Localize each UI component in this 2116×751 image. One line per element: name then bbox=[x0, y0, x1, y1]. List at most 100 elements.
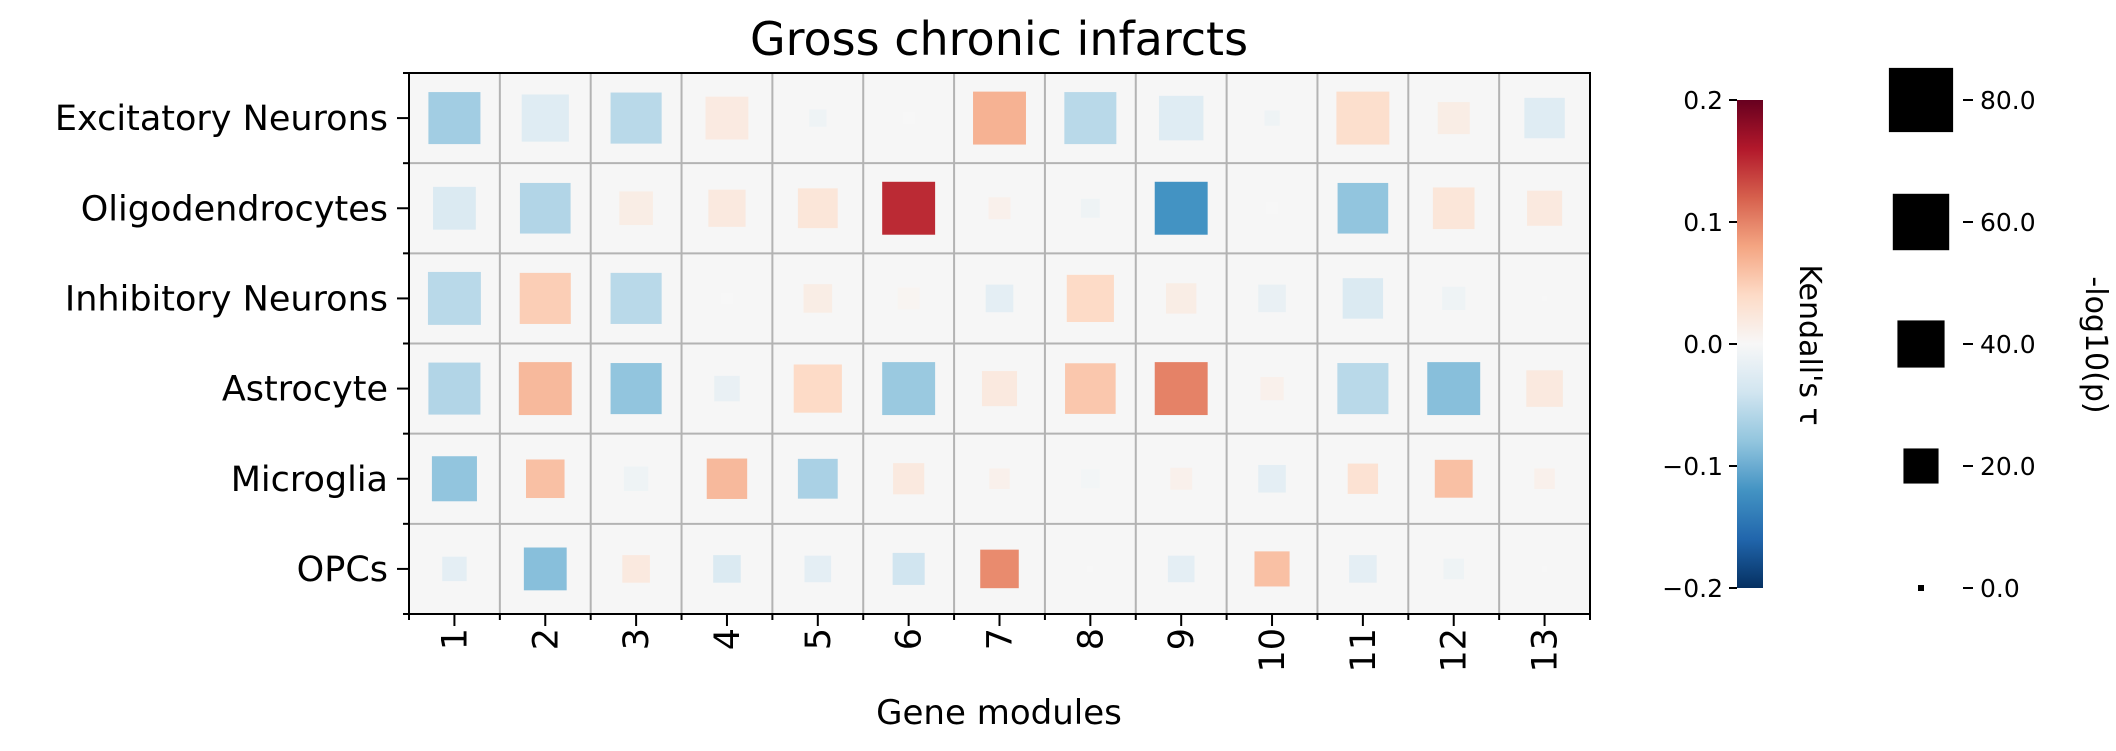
heatmap-cell bbox=[1258, 284, 1286, 313]
heatmap-cell bbox=[1066, 274, 1114, 322]
heatmap-cell bbox=[442, 556, 467, 582]
x-axis: 1 2 3 4 5 6 7 8 9 10 11 12 13 bbox=[408, 614, 1591, 673]
x-axis-label: Gene modules bbox=[876, 693, 1122, 733]
heatmap-cell bbox=[804, 555, 832, 583]
heatmap-cell bbox=[713, 555, 741, 583]
heatmap-cell bbox=[897, 287, 920, 310]
heatmap-cell bbox=[882, 181, 936, 235]
x-tick-label: 5 bbox=[799, 628, 839, 650]
heatmap-cell bbox=[1541, 295, 1548, 302]
heatmap-cell bbox=[610, 92, 662, 144]
heatmap-cell bbox=[1336, 91, 1390, 145]
heatmap-cell bbox=[428, 362, 481, 415]
heatmap-cell bbox=[610, 272, 662, 324]
heatmap-cell bbox=[1265, 201, 1279, 215]
heatmap-cell bbox=[980, 549, 1019, 589]
heatmap-cell bbox=[1254, 551, 1290, 587]
heatmap-cell bbox=[1526, 370, 1563, 407]
heatmap-cell bbox=[1154, 181, 1208, 235]
heatmap-cell bbox=[1166, 283, 1197, 314]
colorbar-label: Kendall's τ bbox=[1792, 264, 1827, 425]
heatmap-cell bbox=[619, 191, 653, 226]
y-tick-label: Microglia bbox=[231, 460, 388, 500]
y-tick-label: Astrocyte bbox=[222, 370, 388, 410]
size-legend: 80.0 60.0 40.0 20.0 0.0 bbox=[1888, 67, 2036, 603]
heatmap-cell bbox=[1349, 555, 1377, 583]
x-tick-label: 6 bbox=[890, 628, 930, 650]
colorbar-tick-label: −0.1 bbox=[1662, 452, 1723, 481]
heatmap-cell bbox=[1080, 469, 1100, 489]
heatmap-cell bbox=[893, 463, 925, 495]
size-legend-tick-label: 40.0 bbox=[1980, 330, 2036, 359]
heatmap-cell bbox=[1064, 92, 1117, 145]
x-tick-label: 9 bbox=[1162, 628, 1202, 650]
heatmap-cell bbox=[1154, 362, 1208, 416]
heatmap-cell bbox=[523, 547, 567, 591]
heatmap-cell bbox=[708, 189, 746, 227]
plot-area bbox=[408, 72, 1591, 615]
heatmap-cell bbox=[1260, 376, 1284, 401]
y-tick-label: Inhibitory Neurons bbox=[65, 279, 388, 319]
heatmap-cell bbox=[985, 284, 1014, 313]
y-axis: Excitatory Neurons Oligodendrocytes Inhibi… bbox=[55, 72, 409, 615]
colorbar-tick-label: 0.2 bbox=[1683, 86, 1723, 115]
colorbar-gradient bbox=[1737, 100, 1763, 588]
chart-title: Gross chronic infarcts bbox=[750, 12, 1248, 66]
x-tick-label: 11 bbox=[1344, 628, 1384, 673]
heatmap-cell bbox=[1337, 363, 1389, 415]
heatmap-cell bbox=[1087, 565, 1094, 572]
heatmap-cell bbox=[525, 459, 565, 499]
heatmap-cell bbox=[1342, 278, 1384, 319]
heatmap-cell bbox=[1434, 459, 1473, 498]
size-legend-tick-label: 60.0 bbox=[1980, 208, 2036, 237]
heatmap-cell bbox=[1264, 110, 1280, 126]
heatmap-cell bbox=[720, 292, 734, 305]
x-tick-label: 12 bbox=[1435, 628, 1475, 673]
size-legend-marker bbox=[1892, 193, 1950, 251]
heatmap-cell bbox=[1170, 467, 1193, 490]
heatmap-cell bbox=[521, 94, 569, 142]
x-tick-label: 8 bbox=[1071, 628, 1111, 650]
heatmap-cell bbox=[803, 284, 833, 313]
size-legend-marker bbox=[1918, 585, 1924, 591]
heatmap-cell bbox=[882, 362, 936, 416]
heatmap-cell bbox=[705, 96, 749, 140]
heatmap-cell bbox=[1167, 555, 1195, 583]
x-tick-label: 7 bbox=[981, 628, 1021, 650]
heatmap-cell bbox=[973, 91, 1026, 145]
heatmap-cell bbox=[1080, 198, 1100, 218]
heatmap-cell bbox=[1347, 463, 1379, 494]
heatmap-cell bbox=[431, 456, 477, 502]
heatmap-cell bbox=[1258, 464, 1286, 493]
heatmap-cell bbox=[981, 371, 1018, 407]
size-legend-tick-label: 80.0 bbox=[1980, 86, 2036, 115]
colorbar-tick-label: −0.2 bbox=[1662, 574, 1723, 603]
heatmap-cell bbox=[797, 188, 838, 229]
size-legend-tick-label: 0.0 bbox=[1980, 574, 2020, 603]
heatmap-cell bbox=[714, 375, 740, 402]
size-legend-marker bbox=[1888, 67, 1954, 133]
heatmap-cell bbox=[1065, 363, 1116, 414]
size-legend-marker bbox=[1903, 448, 1939, 484]
heatmap-cell bbox=[519, 272, 571, 324]
size-legend-label: -log10(p) bbox=[2078, 276, 2113, 413]
heatmap-cell bbox=[428, 92, 481, 145]
size-legend-tick-label: 20.0 bbox=[1980, 452, 2036, 481]
heatmap-cell bbox=[1337, 182, 1389, 234]
x-tick-label: 10 bbox=[1253, 628, 1293, 673]
heatmap-cell bbox=[706, 458, 748, 499]
heatmap-cell bbox=[427, 271, 481, 325]
heatmap-cell bbox=[1432, 187, 1475, 230]
colorbar-tick-label: 0.1 bbox=[1683, 208, 1723, 237]
heatmap-cell bbox=[1427, 362, 1481, 416]
heatmap-cell bbox=[433, 186, 476, 230]
y-tick-label: OPCs bbox=[297, 550, 388, 590]
heatmap-cell bbox=[1534, 468, 1555, 490]
heatmap-cell bbox=[622, 555, 650, 583]
heatmap-cell bbox=[1524, 97, 1565, 139]
heatmap-cell bbox=[797, 458, 838, 499]
heatmap-cell bbox=[809, 109, 827, 127]
heatmap-cell bbox=[623, 466, 649, 491]
heatmap-cell bbox=[1527, 190, 1563, 226]
